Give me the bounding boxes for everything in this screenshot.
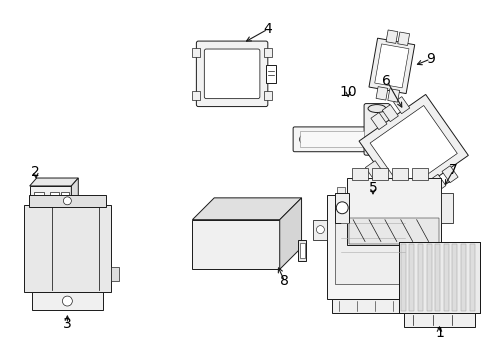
Bar xyxy=(418,220,432,239)
Bar xyxy=(382,105,398,122)
Text: 1: 1 xyxy=(434,326,443,340)
Circle shape xyxy=(63,197,71,205)
Bar xyxy=(346,178,441,246)
Bar xyxy=(34,192,43,200)
Circle shape xyxy=(299,134,309,144)
Bar xyxy=(393,96,409,114)
Text: 6: 6 xyxy=(382,74,390,88)
Bar xyxy=(30,186,71,214)
Text: 10: 10 xyxy=(339,85,356,99)
Bar xyxy=(417,243,422,311)
Text: 4: 4 xyxy=(263,22,272,36)
Bar xyxy=(398,242,479,313)
Bar xyxy=(441,193,452,223)
Text: 9: 9 xyxy=(425,52,434,66)
Bar xyxy=(348,218,439,243)
Bar xyxy=(337,187,345,197)
Bar xyxy=(387,89,399,102)
Bar xyxy=(192,220,279,269)
Bar xyxy=(335,193,348,223)
Bar xyxy=(391,168,407,180)
Bar xyxy=(299,243,304,258)
Ellipse shape xyxy=(367,105,385,113)
Bar xyxy=(332,299,413,313)
Polygon shape xyxy=(192,198,301,220)
FancyBboxPatch shape xyxy=(292,127,383,152)
Bar xyxy=(468,243,473,311)
Bar xyxy=(111,267,119,281)
Bar xyxy=(365,161,387,185)
Bar xyxy=(443,243,448,311)
Bar xyxy=(358,94,468,202)
Circle shape xyxy=(336,202,347,214)
Bar xyxy=(400,243,405,311)
Bar xyxy=(398,242,479,313)
Bar xyxy=(265,65,275,83)
Bar xyxy=(403,313,474,327)
Bar xyxy=(400,187,408,197)
Circle shape xyxy=(344,134,353,144)
Bar xyxy=(441,166,457,183)
Bar xyxy=(375,87,387,100)
Bar xyxy=(49,192,60,200)
Bar xyxy=(370,113,386,130)
Text: 3: 3 xyxy=(63,317,72,331)
Bar xyxy=(61,192,69,200)
Bar xyxy=(24,205,111,292)
Bar xyxy=(369,105,456,191)
Polygon shape xyxy=(30,178,78,186)
Bar xyxy=(264,91,271,100)
Bar xyxy=(299,131,364,147)
Polygon shape xyxy=(71,178,78,214)
Bar xyxy=(460,243,465,311)
Bar xyxy=(397,32,409,45)
Bar xyxy=(335,210,410,284)
Bar xyxy=(313,220,326,239)
Polygon shape xyxy=(279,198,301,269)
Circle shape xyxy=(62,296,72,306)
Bar xyxy=(408,243,413,311)
FancyBboxPatch shape xyxy=(196,41,267,107)
Bar xyxy=(32,292,103,310)
Circle shape xyxy=(316,226,324,234)
Text: 5: 5 xyxy=(368,181,377,195)
Bar xyxy=(434,243,439,311)
Bar xyxy=(368,38,414,94)
Text: 8: 8 xyxy=(280,274,288,288)
Bar xyxy=(451,243,456,311)
Bar xyxy=(417,183,433,200)
Text: 7: 7 xyxy=(448,163,457,177)
Bar xyxy=(264,48,271,57)
Bar xyxy=(326,195,418,299)
Bar xyxy=(371,168,387,180)
Text: 2: 2 xyxy=(31,165,40,179)
Bar xyxy=(411,168,427,180)
Bar xyxy=(192,91,200,100)
Bar xyxy=(192,48,200,57)
Bar xyxy=(297,239,305,261)
Bar xyxy=(385,30,397,44)
Bar xyxy=(374,44,408,88)
FancyBboxPatch shape xyxy=(364,104,389,155)
Bar xyxy=(426,243,431,311)
Bar xyxy=(29,195,106,207)
FancyBboxPatch shape xyxy=(204,49,259,99)
Bar xyxy=(351,168,367,180)
Bar xyxy=(429,174,445,191)
Circle shape xyxy=(421,226,428,234)
